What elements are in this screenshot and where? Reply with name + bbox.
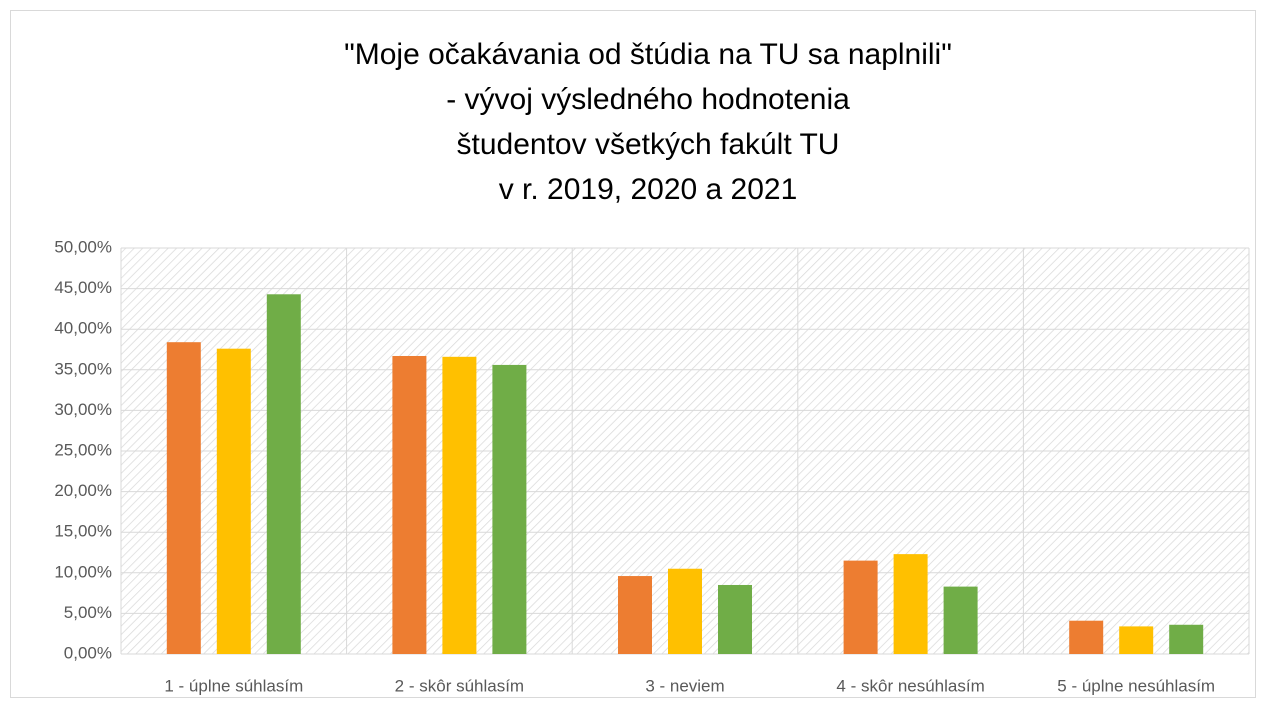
x-tick-label: 5 - úplne nesúhlasím bbox=[1057, 676, 1215, 695]
chart-title: - vývoj výsledného hodnotenia bbox=[446, 83, 850, 116]
chart-title: študentov všetkých fakúlt TU bbox=[457, 128, 840, 161]
bar bbox=[216, 348, 251, 654]
x-tick-label: 1 - úplne súhlasím bbox=[164, 676, 303, 695]
bar bbox=[166, 342, 201, 654]
bar bbox=[1169, 624, 1204, 654]
bar bbox=[668, 568, 702, 654]
chart-title: v r. 2019, 2020 a 2021 bbox=[499, 173, 798, 206]
bar bbox=[392, 355, 427, 654]
y-tick-label: 0,00% bbox=[64, 643, 112, 662]
bar bbox=[1119, 626, 1154, 654]
y-tick-label: 20,00% bbox=[54, 481, 112, 500]
bar bbox=[718, 584, 752, 654]
y-tick-label: 30,00% bbox=[54, 400, 112, 419]
bar bbox=[492, 364, 527, 654]
bar bbox=[943, 586, 978, 654]
bar bbox=[266, 294, 301, 654]
x-tick-label: 4 - skôr nesúhlasím bbox=[836, 676, 984, 695]
bar bbox=[1069, 620, 1104, 654]
bar bbox=[843, 560, 878, 654]
y-tick-label: 25,00% bbox=[54, 440, 112, 459]
x-tick-label: 3 - neviem bbox=[645, 676, 724, 695]
y-tick-label: 45,00% bbox=[54, 278, 112, 297]
bar bbox=[893, 554, 928, 654]
y-tick-label: 10,00% bbox=[54, 562, 112, 581]
bar bbox=[618, 576, 652, 654]
y-tick-label: 15,00% bbox=[54, 522, 112, 541]
y-tick-label: 35,00% bbox=[54, 359, 112, 378]
x-tick-label: 2 - skôr súhlasím bbox=[395, 676, 524, 695]
y-tick-label: 40,00% bbox=[54, 319, 112, 338]
y-tick-label: 5,00% bbox=[64, 603, 112, 622]
chart-title: "Moje očakávania od štúdia na TU sa napl… bbox=[344, 38, 952, 71]
y-tick-label: 50,00% bbox=[54, 237, 112, 256]
bar bbox=[442, 356, 477, 654]
